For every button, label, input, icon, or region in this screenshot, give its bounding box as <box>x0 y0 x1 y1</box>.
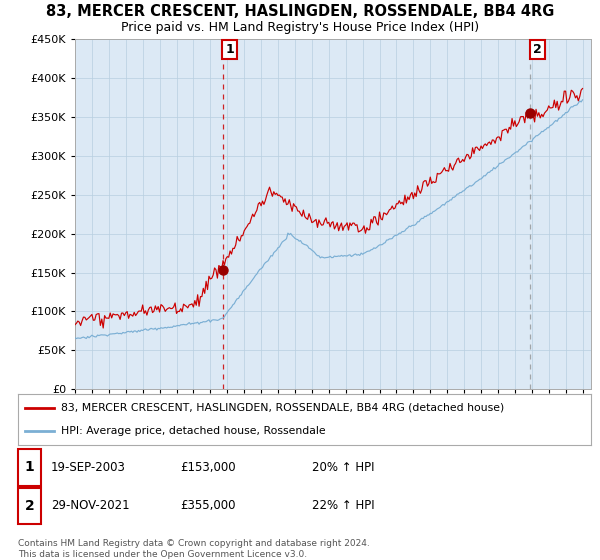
Text: 22% ↑ HPI: 22% ↑ HPI <box>312 500 374 512</box>
Text: 83, MERCER CRESCENT, HASLINGDEN, ROSSENDALE, BB4 4RG (detached house): 83, MERCER CRESCENT, HASLINGDEN, ROSSEND… <box>61 403 504 413</box>
Text: 1: 1 <box>225 43 234 56</box>
Text: 2: 2 <box>533 43 542 56</box>
Text: HPI: Average price, detached house, Rossendale: HPI: Average price, detached house, Ross… <box>61 426 326 436</box>
Text: £355,000: £355,000 <box>180 500 235 512</box>
Text: 1: 1 <box>25 460 34 474</box>
Text: 2: 2 <box>25 499 34 513</box>
Text: 29-NOV-2021: 29-NOV-2021 <box>51 500 130 512</box>
Text: 83, MERCER CRESCENT, HASLINGDEN, ROSSENDALE, BB4 4RG: 83, MERCER CRESCENT, HASLINGDEN, ROSSEND… <box>46 4 554 19</box>
Text: Contains HM Land Registry data © Crown copyright and database right 2024.
This d: Contains HM Land Registry data © Crown c… <box>18 539 370 559</box>
Text: 19-SEP-2003: 19-SEP-2003 <box>51 461 126 474</box>
Text: £153,000: £153,000 <box>180 461 236 474</box>
Text: Price paid vs. HM Land Registry's House Price Index (HPI): Price paid vs. HM Land Registry's House … <box>121 21 479 34</box>
Text: 20% ↑ HPI: 20% ↑ HPI <box>312 461 374 474</box>
